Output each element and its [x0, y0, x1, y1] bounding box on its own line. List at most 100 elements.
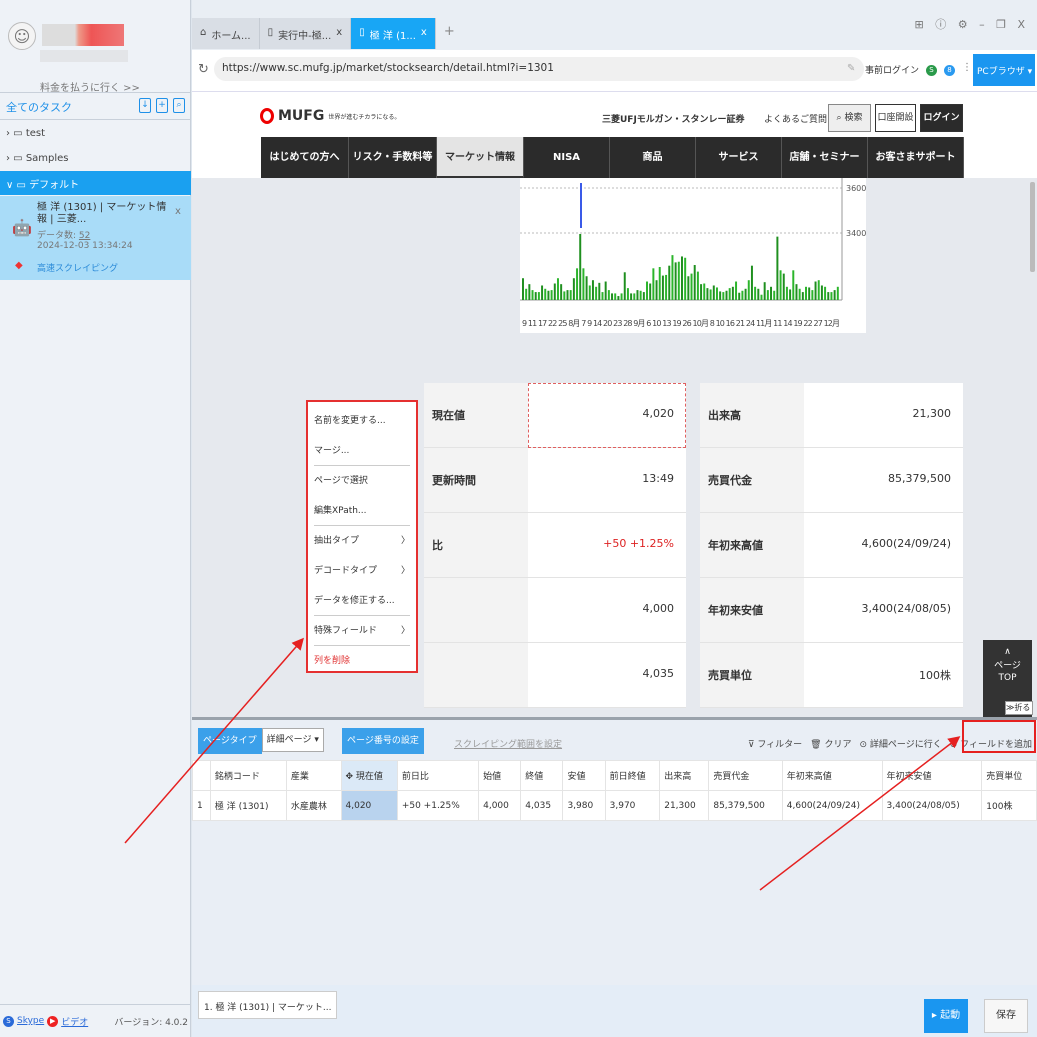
- volume-bar: [639, 290, 642, 300]
- mufg-logo[interactable]: MUFG 世界が進むチカラになる。: [260, 108, 400, 124]
- column-header[interactable]: 産業: [285, 760, 342, 791]
- column-header[interactable]: 前日終値: [604, 760, 661, 791]
- grid-cell[interactable]: 3,970: [604, 790, 661, 821]
- folder-test[interactable]: › ▭ test: [6, 128, 46, 139]
- grid-cell[interactable]: 4,035: [520, 790, 564, 821]
- column-header[interactable]: 銘柄コード: [209, 760, 287, 791]
- quote-label: 年初来高値: [700, 513, 804, 577]
- volume-bar: [795, 284, 798, 300]
- save-button[interactable]: 保存: [984, 999, 1028, 1033]
- menu-modify-data[interactable]: データを修正する...: [314, 586, 410, 616]
- menu-special-field[interactable]: 特殊フィールド〉: [314, 616, 410, 646]
- goto-detail-button[interactable]: ⊙ 詳細ページに行く: [859, 740, 942, 750]
- new-tab-button[interactable]: +: [443, 24, 455, 39]
- login-button[interactable]: ログイン: [920, 104, 963, 132]
- open-account-button[interactable]: 口座開設: [875, 104, 916, 132]
- column-header[interactable]: 年初来高値: [781, 760, 883, 791]
- nav-risk-fees[interactable]: リスク・手数料等: [349, 137, 437, 178]
- column-header[interactable]: 売買単位: [981, 760, 1037, 791]
- tab-close-button[interactable]: x: [336, 27, 343, 38]
- task-close-button[interactable]: x: [175, 206, 181, 217]
- grid-cell[interactable]: 3,400(24/08/05): [881, 790, 983, 821]
- column-header[interactable]: 安値: [562, 760, 606, 791]
- tab-current[interactable]: ▯ 極 洋 (1... x: [351, 18, 436, 49]
- pay-link[interactable]: 料金を払うに行く >>: [40, 83, 140, 94]
- edit-icon[interactable]: ✎: [847, 63, 856, 74]
- search-task-icon[interactable]: ⌕: [173, 98, 185, 113]
- nav-branches[interactable]: 店舗・セミナー: [782, 137, 868, 178]
- menu-select-on-page[interactable]: ページで選択: [314, 476, 368, 486]
- volume-bar: [534, 292, 537, 300]
- url-input[interactable]: https://www.sc.mufg.jp/market/stocksearc…: [214, 57, 864, 81]
- grid-cell[interactable]: 21,300: [659, 790, 710, 821]
- volume-bar: [763, 282, 766, 300]
- avatar[interactable]: ☺: [8, 22, 36, 50]
- quote-label: 売買単位: [700, 643, 804, 707]
- grid-cell[interactable]: 4,000: [478, 790, 522, 821]
- folder-default[interactable]: ∨ ▭ デフォルト: [0, 171, 191, 195]
- reload-icon[interactable]: ↻: [198, 62, 209, 77]
- nav-products[interactable]: 商品: [610, 137, 696, 178]
- column-header[interactable]: 始値: [478, 760, 522, 791]
- nav-support[interactable]: お客さまサポート: [868, 137, 964, 178]
- faq-link[interactable]: よくあるご質問: [764, 115, 828, 125]
- tab-home[interactable]: ⌂ ホーム...: [192, 18, 260, 49]
- video-link[interactable]: ビデオ: [61, 1017, 89, 1028]
- all-tasks-title[interactable]: 全てのタスク: [6, 101, 72, 114]
- volume-bar: [690, 273, 693, 300]
- grid-cell[interactable]: 4,600(24/09/24): [781, 790, 883, 821]
- tab-bar: ⌂ ホーム... ▯ 実行中-極... x ▯ 極 洋 (1... x + ⊞ ⓘ ⚙ –…: [192, 0, 1037, 50]
- task-chip[interactable]: 1. 極 洋 (1301) | マーケット...: [198, 991, 338, 1019]
- nav-nisa[interactable]: NISA: [524, 137, 610, 178]
- tab-close-button[interactable]: x: [420, 27, 427, 38]
- fold-button[interactable]: ≫折る: [1005, 701, 1033, 715]
- filter-button[interactable]: ⊽ フィルター: [747, 740, 803, 750]
- column-header[interactable]: ✥ 現在値: [340, 760, 398, 791]
- menu-decode-type[interactable]: デコードタイプ〉: [314, 556, 410, 586]
- page-scrollbar[interactable]: [1030, 182, 1035, 272]
- window-controls[interactable]: ⊞ ⓘ ⚙ – ❐ X: [914, 18, 1029, 31]
- page-number-button[interactable]: ページ番号の設定: [342, 728, 424, 754]
- column-header[interactable]: 年初来安値: [881, 760, 983, 791]
- column-header[interactable]: 出来高: [659, 760, 710, 791]
- task-item[interactable]: 🤖 極 洋 (1301) | マーケット情報 | 三菱... データ数: 52 …: [0, 196, 191, 280]
- menu-edit-xpath[interactable]: 編集XPath...: [314, 496, 410, 526]
- menu-delete-column[interactable]: 列を削除: [314, 656, 351, 666]
- import-icon[interactable]: ↓: [139, 98, 151, 113]
- column-header[interactable]: 売買代金: [708, 760, 783, 791]
- extension-green-icon[interactable]: S: [926, 65, 937, 76]
- grid-cell[interactable]: 極 洋 (1301): [209, 790, 287, 821]
- quote-row: 年初来安値 3,400(24/08/05): [700, 578, 963, 643]
- menu-merge[interactable]: マージ...: [314, 436, 410, 466]
- grid-cell[interactable]: 1: [192, 790, 211, 821]
- column-header[interactable]: 前日比: [396, 760, 480, 791]
- menu-extract-type[interactable]: 抽出タイプ〉: [314, 526, 410, 556]
- nav-beginners[interactable]: はじめての方へ: [261, 137, 349, 178]
- folder-samples[interactable]: › ▭ Samples: [6, 153, 69, 164]
- nav-services[interactable]: サービス: [696, 137, 782, 178]
- run-button[interactable]: ▸ 起動: [924, 999, 968, 1033]
- grid-cell[interactable]: 4,020: [340, 790, 398, 821]
- grid-cell[interactable]: 水産農林: [285, 790, 342, 821]
- more-icon[interactable]: ⋮: [962, 62, 972, 73]
- grid-cell[interactable]: +50 +1.25%: [396, 790, 480, 821]
- volume-bar: [649, 283, 652, 300]
- skype-link[interactable]: Skype: [17, 1016, 45, 1026]
- pre-login-button[interactable]: 事前ログイン: [865, 66, 920, 76]
- page-type-select[interactable]: 詳細ページ ▾: [261, 728, 324, 752]
- column-header[interactable]: 終値: [520, 760, 564, 791]
- pc-browser-dropdown[interactable]: PCブラウザ ▾: [973, 54, 1035, 86]
- tab-running[interactable]: ▯ 実行中-極... x: [259, 18, 352, 49]
- nav-market-info[interactable]: マーケット情報: [437, 137, 524, 178]
- grid-cell[interactable]: 100株: [981, 790, 1037, 821]
- volume-bar: [661, 275, 664, 300]
- add-task-icon[interactable]: +: [156, 98, 168, 113]
- column-header[interactable]: [192, 760, 211, 791]
- search-button[interactable]: ⌕ 検索: [828, 104, 871, 132]
- menu-rename[interactable]: 名前を変更する...: [314, 416, 386, 426]
- scrape-range-link[interactable]: スクレイピング範囲を設定: [454, 740, 563, 750]
- grid-cell[interactable]: 85,379,500: [708, 790, 783, 821]
- grid-cell[interactable]: 3,980: [562, 790, 606, 821]
- clear-button[interactable]: 🗑 クリア: [810, 740, 852, 750]
- extension-blue-icon[interactable]: 8: [944, 65, 955, 76]
